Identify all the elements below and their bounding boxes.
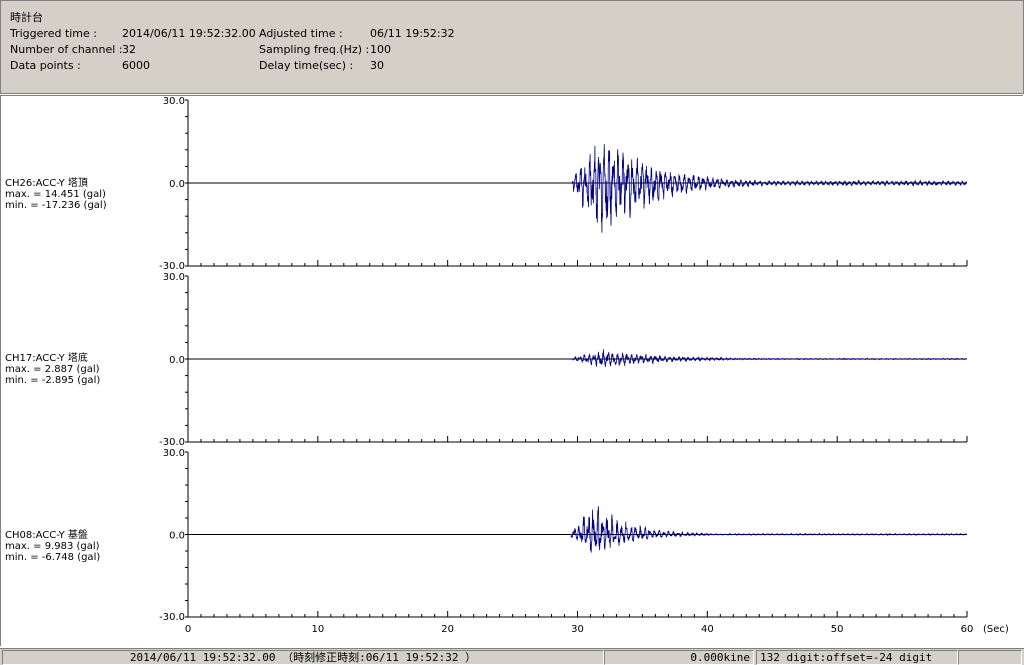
status-time: 2014/06/11 19:52:32.00 （時刻修正時刻:06/11 19:… — [2, 650, 604, 665]
triggered-time-value: 2014/06/11 19:52:32.00 — [122, 27, 256, 40]
info-header: 時計台 Triggered time : 2014/06/11 19:52:32… — [0, 0, 1024, 94]
status-bar: 2014/06/11 19:52:32.00 （時刻修正時刻:06/11 19:… — [0, 648, 1024, 665]
sampling-freq-label: Sampling freq.(Hz) : — [259, 43, 370, 56]
channel-count-value: 32 — [122, 43, 136, 56]
x-tick-label: 50 — [831, 624, 844, 635]
waveform-line — [570, 506, 968, 553]
sampling-freq-value: 100 — [370, 43, 391, 56]
waveform-plot-area[interactable] — [0, 95, 1023, 646]
waveform-line — [571, 144, 968, 233]
adjusted-time-value: 06/11 19:52:32 — [370, 27, 455, 40]
channel-max: max. = 9.983 (gal) — [5, 541, 100, 552]
channel-max: max. = 2.887 (gal) — [5, 364, 100, 375]
channel-min: min. = -17.236 (gal) — [5, 200, 107, 211]
status-digit: 132 digit:offset=-24 digit — [756, 650, 958, 665]
x-tick-label: 20 — [441, 624, 454, 635]
channel-min: min. = -2.895 (gal) — [5, 375, 101, 386]
x-tick-label: 60 — [961, 624, 974, 635]
channel-name: CH08:ACC-Y 基盤 — [5, 530, 88, 541]
data-points-label: Data points : — [10, 59, 81, 72]
y-tick-label: -30.0 — [159, 437, 185, 448]
waveform-line — [571, 349, 968, 367]
y-tick-label: 30.0 — [163, 272, 185, 283]
waveform-chart: 30.00.0-30.030.00.0-30.030.00.0-30.00 10 2… — [159, 96, 1009, 635]
channel-max: max. = 14.451 (gal) — [5, 189, 106, 200]
status-velocity: 0.000kine — [604, 650, 754, 665]
y-tick-label: 0.0 — [169, 355, 185, 366]
triggered-time-label: Triggered time : — [10, 27, 97, 40]
data-points-value: 6000 — [122, 59, 150, 72]
x-tick-label: 10 — [311, 624, 324, 635]
status-extra — [958, 650, 1022, 665]
channel-min: min. = -6.748 (gal) — [5, 552, 101, 563]
delay-time-label: Delay time(sec) : — [259, 59, 354, 72]
x-tick-label: 0 — [185, 624, 191, 635]
x-axis-unit: (Sec) — [983, 624, 1009, 635]
y-tick-label: -30.0 — [159, 612, 185, 623]
channel-label-ch08: CH08:ACC-Y 基盤 max. = 9.983 (gal) min. = … — [5, 530, 100, 563]
channel-label-ch17: CH17:ACC-Y 塔底 max. = 2.887 (gal) min. = … — [5, 353, 100, 386]
y-tick-label: 0.0 — [169, 531, 185, 542]
delay-time-value: 30 — [370, 59, 384, 72]
x-tick-label: 40 — [701, 624, 714, 635]
channel-label-ch26: CH26:ACC-Y 塔頂 max. = 14.451 (gal) min. =… — [5, 178, 107, 211]
y-tick-label: -30.0 — [159, 261, 185, 272]
channel-count-label: Number of channel : — [10, 43, 123, 56]
y-tick-label: 30.0 — [163, 448, 185, 459]
y-tick-label: 30.0 — [163, 96, 185, 107]
x-tick-label: 30 — [571, 624, 584, 635]
channel-name: CH26:ACC-Y 塔頂 — [5, 178, 88, 189]
adjusted-time-label: Adjusted time : — [259, 27, 343, 40]
station-title: 時計台 — [10, 11, 43, 24]
y-tick-label: 0.0 — [169, 179, 185, 190]
channel-name: CH17:ACC-Y 塔底 — [5, 353, 88, 364]
